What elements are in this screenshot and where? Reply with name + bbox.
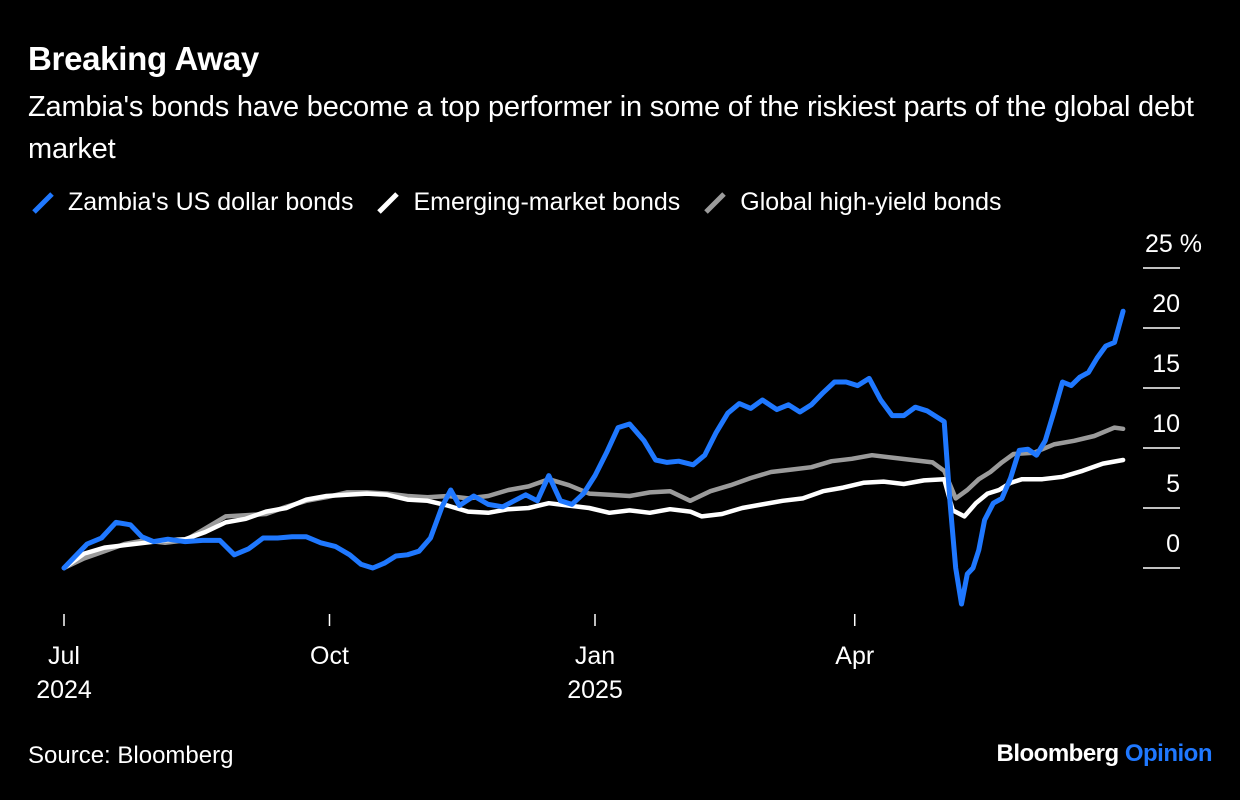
legend-swatch-zambia xyxy=(32,191,54,214)
brand-logo: Bloomberg Opinion xyxy=(997,740,1213,768)
legend-swatch-hy xyxy=(704,191,727,214)
y-tick-label: 25 % xyxy=(1145,230,1202,258)
x-tick-label: Jan xyxy=(575,642,615,670)
x-tick-year-label: 2024 xyxy=(36,676,92,704)
legend-swatch-em xyxy=(377,191,400,214)
x-tick-label: Apr xyxy=(835,642,874,670)
x-tick-label: Jul xyxy=(48,642,80,670)
brand-name: Bloomberg xyxy=(996,740,1120,767)
legend-label-hy: Global high-yield bonds xyxy=(740,188,1002,216)
legend-label-em: Emerging-market bonds xyxy=(413,188,681,216)
legend-label-zambia: Zambia's US dollar bonds xyxy=(68,188,354,216)
x-tick-label: Oct xyxy=(310,642,349,670)
legend-item-zambia: Zambia's US dollar bonds xyxy=(30,188,353,217)
series-layer xyxy=(61,308,1126,607)
chart-title: Breaking Away xyxy=(28,40,259,77)
chart-legend: Zambia's US dollar bonds Emerging-market… xyxy=(30,188,1024,217)
y-tick-label: 0 xyxy=(1166,530,1180,558)
x-axis: Jul 2024 Oct Jan 2025 Apr xyxy=(36,614,874,704)
legend-item-hy: Global high-yield bonds xyxy=(702,188,1002,217)
y-tick-label: 20 xyxy=(1152,290,1180,318)
source-note: Source: Bloomberg xyxy=(28,742,234,769)
series-line-zambia xyxy=(61,308,1126,607)
brand-accent: Opinion xyxy=(1124,740,1213,767)
y-tick-label: 15 xyxy=(1152,350,1180,378)
x-tick-year-label: 2025 xyxy=(567,676,623,704)
y-tick-label: 10 xyxy=(1152,410,1180,438)
chart-subtitle: Zambia's bonds have become a top perform… xyxy=(28,91,1194,165)
legend-item-em: Emerging-market bonds xyxy=(375,188,680,217)
series-line-em xyxy=(61,457,1126,571)
y-axis: 25 % 20 15 10 5 0 xyxy=(1143,230,1202,569)
y-tick-label: 5 xyxy=(1166,470,1180,498)
